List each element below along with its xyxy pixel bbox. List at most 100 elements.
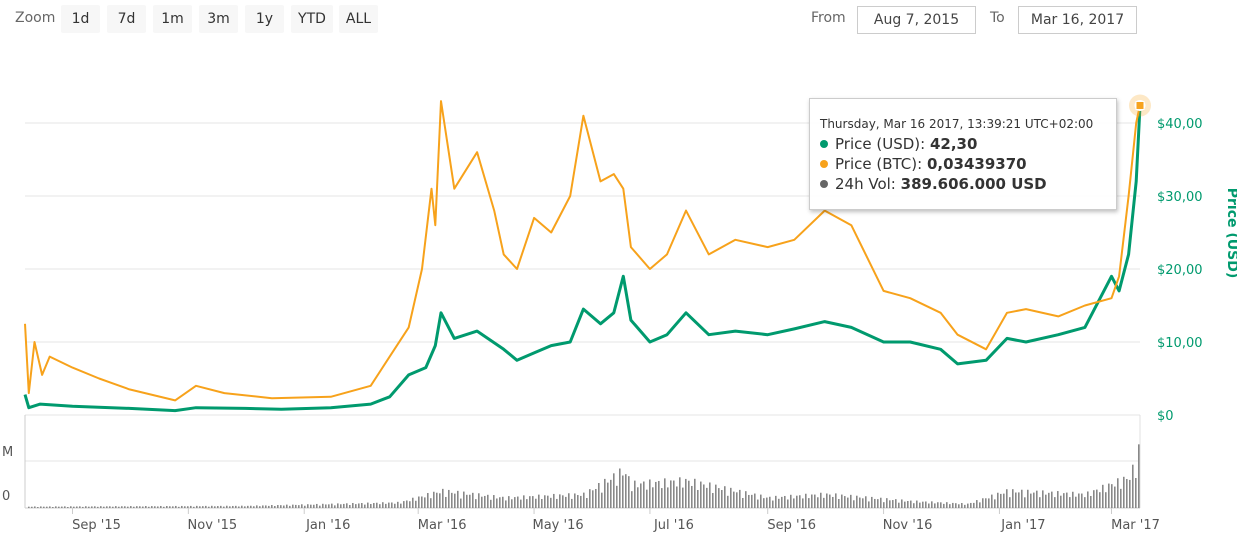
volume-bar [850, 494, 852, 508]
volume-bar [946, 502, 948, 508]
x-tick-label: Jan '16 [305, 518, 350, 533]
volume-bar [1012, 489, 1014, 508]
volume-bar [79, 506, 81, 508]
volume-bar [391, 502, 393, 508]
volume-bar [691, 485, 693, 508]
volume-bar [190, 505, 192, 508]
volume-bar [406, 500, 408, 508]
volume-bar [49, 506, 51, 508]
zoom-1d-button[interactable]: 1d [61, 5, 100, 33]
volume-bar [1000, 493, 1002, 508]
volume-bar [442, 488, 444, 508]
volume-bar [304, 505, 306, 508]
volume-bar [82, 506, 84, 508]
zoom-7d-button[interactable]: 7d [107, 5, 146, 33]
zoom-1m-button[interactable]: 1m [153, 5, 192, 33]
volume-bar [871, 496, 873, 508]
volume-bar [142, 506, 144, 508]
volume-bar [328, 504, 330, 508]
volume-bar [478, 493, 480, 508]
volume-bar [658, 480, 660, 508]
volume-bar [337, 503, 339, 508]
zoom-ytd-button[interactable]: YTD [291, 5, 333, 33]
volume-bar [553, 493, 555, 508]
volume-bar [1138, 444, 1140, 508]
volume-bar [100, 506, 102, 508]
volume-bar [826, 493, 828, 508]
volume-bar [37, 507, 39, 508]
volume-bar [523, 495, 525, 508]
volume-bar [799, 495, 801, 508]
volume-bar [601, 492, 603, 508]
volume-bar [1030, 493, 1032, 508]
volume-bar [1027, 489, 1029, 508]
volume-bar [1006, 489, 1008, 508]
volume-bar [130, 506, 132, 508]
volume-bar [55, 506, 57, 508]
volume-bar [757, 499, 759, 508]
volume-bar [679, 477, 681, 508]
volume-bar [832, 496, 834, 508]
volume-bar [430, 498, 432, 508]
to-date-input[interactable]: Mar 16, 2017 [1018, 6, 1137, 34]
volume-bar [187, 506, 189, 508]
volume-bar [220, 505, 222, 508]
zoom-all-button[interactable]: ALL [339, 5, 378, 33]
tooltip-row-usd: Price (USD): 42,30 [820, 135, 977, 153]
volume-axis-label: M [2, 445, 13, 460]
volume-bar [736, 492, 738, 508]
volume-bar [184, 506, 186, 508]
volume-bar [835, 493, 837, 508]
volume-bar [370, 503, 372, 508]
tooltip-btc-value: 0,03439370 [926, 155, 1027, 173]
y-tick-label: $10,00 [1157, 336, 1203, 351]
from-date-input[interactable]: Aug 7, 2015 [857, 6, 976, 34]
volume-bar [760, 494, 762, 508]
volume-bar [1042, 490, 1044, 508]
volume-bar [703, 484, 705, 508]
volume-bar [829, 494, 831, 508]
volume-bar [856, 495, 858, 508]
volume-bar [598, 482, 600, 508]
volume-bar [88, 506, 90, 508]
volume-bar [493, 495, 495, 508]
volume-bar [91, 506, 93, 508]
volume-bar [205, 505, 207, 508]
x-tick-label: Mar '16 [418, 518, 467, 533]
volume-bar [742, 497, 744, 508]
volume-bar [40, 506, 42, 508]
volume-bar [1009, 497, 1011, 508]
volume-bar [952, 502, 954, 508]
volume-bar [133, 506, 135, 508]
volume-bar [28, 506, 30, 508]
volume-bar [385, 503, 387, 508]
volume-bar [559, 494, 561, 508]
x-tick-label: Sep '15 [72, 518, 121, 533]
volume-bar [1099, 492, 1101, 508]
zoom-1y-button[interactable]: 1y [245, 5, 284, 33]
volume-bar [1015, 492, 1017, 508]
volume-bar [157, 506, 159, 508]
volume-bar [931, 501, 933, 508]
volume-bar [787, 499, 789, 508]
volume-bar [613, 473, 615, 508]
volume-bar [64, 506, 66, 508]
volume-bar [775, 495, 777, 508]
volume-bar [745, 491, 747, 508]
zoom-3m-button[interactable]: 3m [199, 5, 238, 33]
volume-bar [484, 495, 486, 508]
volume-bar [1084, 497, 1086, 508]
volume-bar [778, 498, 780, 508]
volume-bar [1114, 486, 1116, 508]
volume-bar [427, 493, 429, 508]
volume-bar [652, 487, 654, 508]
volume-bar [316, 503, 318, 508]
volume-bar [805, 493, 807, 508]
volume-bar [700, 481, 702, 508]
from-label: From [811, 10, 846, 26]
volume-bar [697, 489, 699, 508]
volume-bar [844, 496, 846, 508]
volume-bar [676, 486, 678, 508]
volume-bar [1069, 497, 1071, 508]
